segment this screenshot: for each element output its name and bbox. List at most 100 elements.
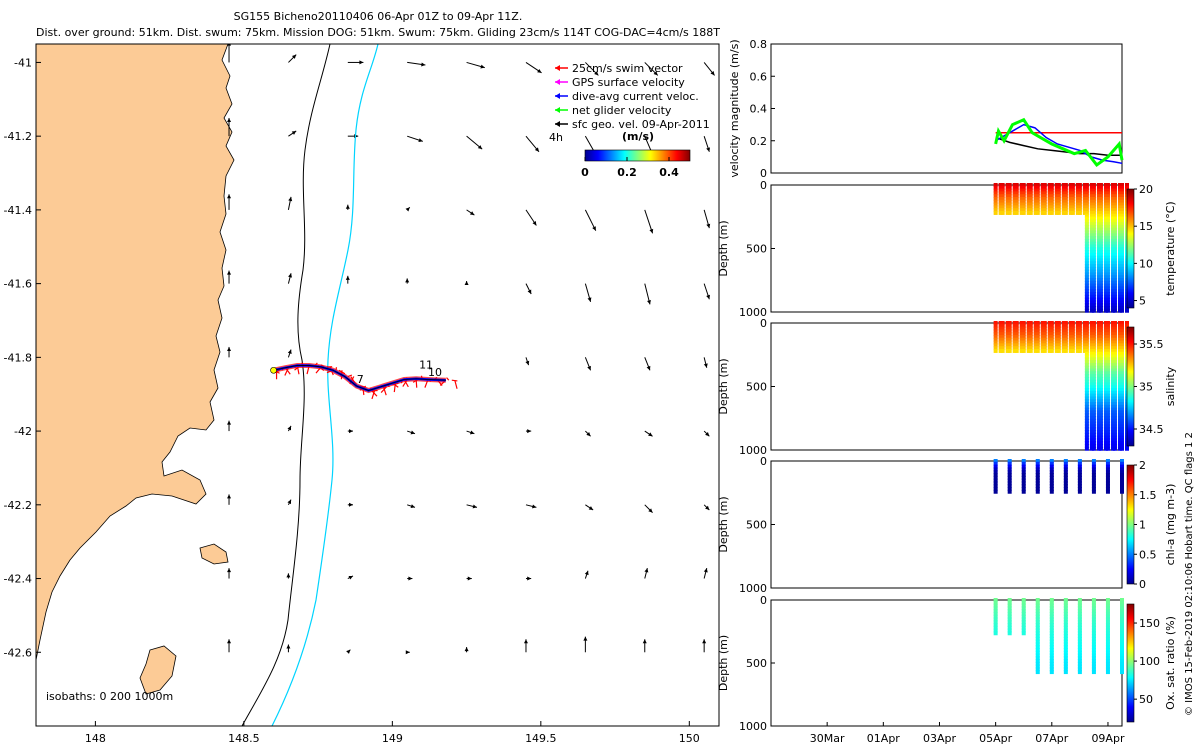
profile-cell	[1035, 611, 1040, 616]
profile-cell	[1040, 208, 1045, 213]
profile-cell	[1105, 183, 1110, 187]
profile-cell	[1049, 191, 1054, 196]
profile-cell	[1091, 294, 1096, 299]
profile-cell	[1117, 236, 1122, 241]
profile-cell	[1110, 348, 1115, 353]
profile-cell	[1084, 340, 1089, 345]
profile-cell	[1075, 334, 1080, 339]
profile-cell	[1110, 227, 1115, 232]
profile-cell	[1103, 443, 1108, 448]
profile-cell	[1110, 368, 1115, 373]
profile-cell	[1063, 191, 1068, 196]
profile-cell	[1042, 334, 1047, 339]
profile-cell	[1012, 185, 1017, 190]
profile-cell	[1105, 435, 1110, 440]
profile-cell	[1026, 323, 1031, 328]
profile-cell	[1035, 194, 1040, 199]
profile-cell	[1098, 390, 1103, 395]
profile-cell	[1120, 402, 1124, 407]
current-vector-head	[286, 644, 291, 649]
profile-cell	[1028, 199, 1033, 204]
profile-cell	[1091, 227, 1096, 232]
current-vector-head	[594, 71, 599, 76]
profile-cell	[1033, 188, 1038, 193]
speed-colorbar	[584, 149, 691, 162]
profile-cell	[1040, 348, 1045, 353]
profile-cell	[1035, 670, 1040, 675]
profile-cell	[1089, 360, 1094, 365]
profile-cell	[1091, 600, 1096, 605]
profile-cell	[1117, 258, 1122, 263]
profile-cell	[1096, 261, 1101, 266]
profile-cell	[1019, 183, 1024, 187]
depth-colorbar-tick-label: 20	[1139, 183, 1153, 196]
profile-cell	[993, 609, 998, 614]
profile-cell	[1021, 481, 1026, 486]
profile-cell	[1091, 653, 1096, 658]
profile-cell	[1007, 609, 1012, 614]
profile-cell	[1112, 258, 1117, 263]
profile-cell	[1035, 348, 1040, 353]
profile-cell	[1112, 199, 1117, 204]
profile-cell	[1117, 202, 1122, 207]
profile-cell	[1077, 628, 1082, 633]
profile-cell	[1120, 194, 1124, 199]
profile-cell	[1047, 185, 1052, 190]
profile-cell	[1096, 194, 1101, 199]
profile-cell	[1028, 337, 1033, 342]
profile-cell	[1117, 337, 1122, 342]
profile-cell	[1098, 351, 1103, 356]
profile-cell	[1103, 418, 1108, 423]
profile-cell	[1089, 388, 1094, 393]
profile-cell	[1098, 388, 1103, 393]
profile-cell	[1089, 224, 1094, 229]
profile-cell	[1105, 227, 1110, 232]
profile-cell	[1021, 188, 1026, 193]
profile-cell	[1035, 332, 1040, 337]
profile-cell	[1120, 642, 1124, 647]
profile-cell	[1110, 326, 1115, 331]
profile-cell	[1117, 334, 1122, 339]
profile-cell	[1077, 340, 1082, 345]
profile-cell	[1033, 208, 1038, 213]
profile-cell	[1098, 385, 1103, 390]
profile-cell	[993, 208, 998, 213]
profile-cell	[1026, 199, 1031, 204]
profile-cell	[1120, 606, 1124, 611]
profile-cell	[1068, 194, 1073, 199]
profile-cell	[1110, 252, 1115, 257]
profile-cell	[1096, 407, 1101, 412]
profile-cell	[1035, 603, 1040, 608]
profile-cell	[1040, 210, 1045, 215]
profile-cell	[1084, 255, 1089, 260]
profile-cell	[1098, 402, 1103, 407]
profile-cell	[1063, 486, 1068, 491]
profile-cell	[1110, 396, 1115, 401]
profile-cell	[1112, 238, 1117, 243]
profile-cell	[1075, 332, 1080, 337]
profile-cell	[1120, 196, 1124, 201]
profile-cell	[1063, 334, 1068, 339]
profile-cell	[1084, 244, 1089, 249]
profile-cell	[1105, 199, 1110, 204]
profile-cell	[1096, 208, 1101, 213]
profile-cell	[1063, 337, 1068, 342]
profile-cell	[1007, 603, 1012, 608]
profile-cell	[1091, 337, 1096, 342]
profile-cell	[1117, 348, 1122, 353]
profile-cell	[1096, 376, 1101, 381]
profile-cell	[1120, 294, 1124, 299]
profile-cell	[1019, 323, 1024, 328]
profile-cell	[1096, 277, 1101, 282]
profile-cell	[1033, 205, 1038, 210]
profile-cell	[1089, 362, 1094, 367]
profile-cell	[1105, 656, 1110, 661]
profile-cell	[1070, 332, 1075, 337]
profile-cell	[1105, 283, 1110, 288]
profile-cell	[1061, 346, 1066, 351]
profile-cell	[1007, 188, 1012, 193]
profile-cell	[993, 614, 998, 619]
isobaths-label: isobaths: 0 200 1000m	[46, 690, 173, 703]
profile-cell	[1049, 664, 1054, 669]
profile-cell	[1077, 600, 1082, 605]
